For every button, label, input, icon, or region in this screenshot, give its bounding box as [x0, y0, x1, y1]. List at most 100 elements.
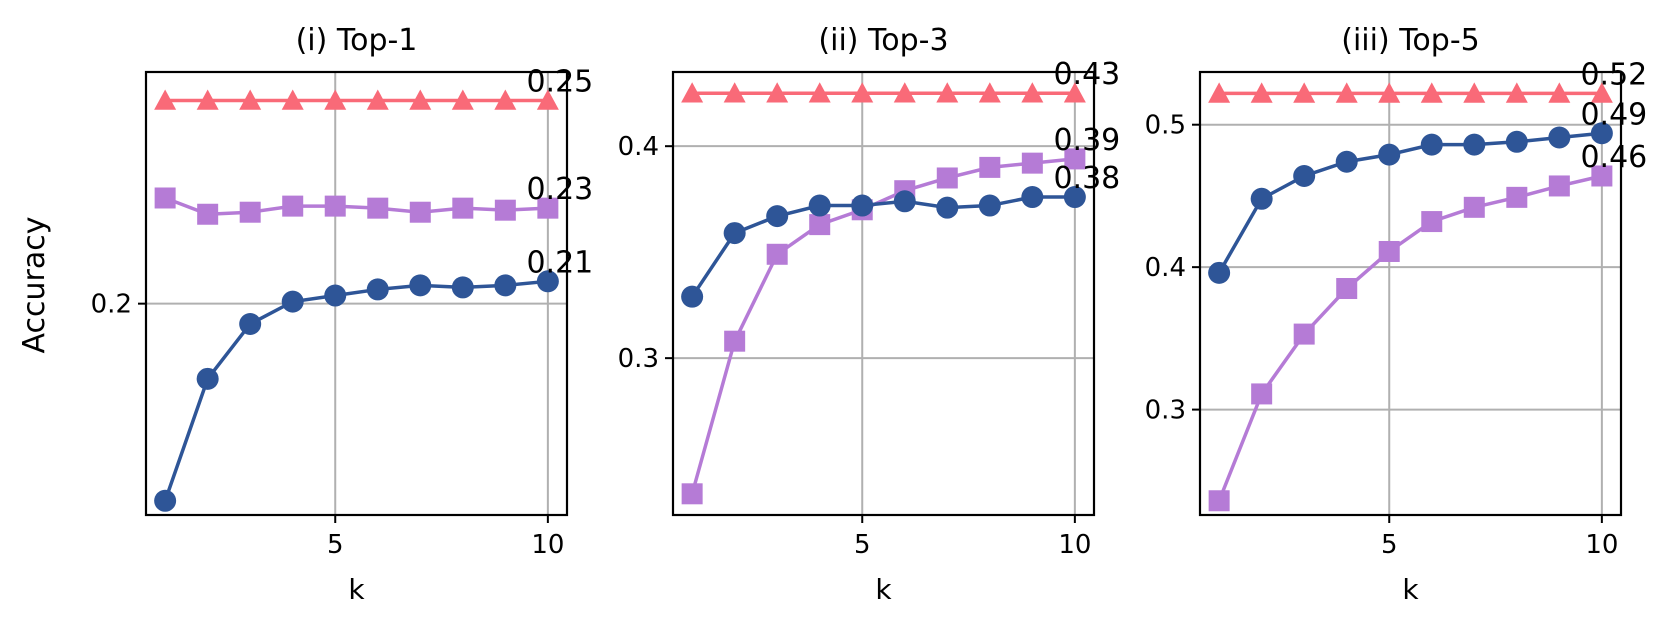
- data-point-circle: [239, 312, 262, 335]
- data-point-triangle: [1420, 82, 1443, 103]
- data-point-triangle: [409, 89, 432, 110]
- data-point-circle: [723, 222, 746, 245]
- data-point-square: [979, 156, 1001, 178]
- data-point-square: [1021, 152, 1043, 174]
- data-point-triangle: [1590, 82, 1613, 103]
- data-point-square: [1421, 211, 1443, 233]
- data-point-square: [1506, 186, 1528, 208]
- data-point-circle: [936, 196, 959, 219]
- x-axis-label: k: [1402, 573, 1419, 606]
- data-point-circle: [366, 278, 389, 301]
- data-point-triangle: [851, 82, 874, 103]
- data-point-square: [452, 197, 474, 219]
- end-value-label: 0.49: [1580, 97, 1647, 132]
- end-value-label: 0.39: [1053, 123, 1120, 158]
- chart-title: (iii) Top-5: [1341, 23, 1480, 58]
- data-point-circle: [1208, 261, 1231, 284]
- end-value-label: 0.46: [1580, 140, 1647, 175]
- data-point-circle: [154, 489, 177, 512]
- data-point-square: [936, 167, 958, 189]
- data-point-triangle: [1293, 82, 1316, 103]
- data-point-square: [1064, 148, 1086, 170]
- data-point-triangle: [681, 82, 704, 103]
- data-point-square: [1336, 278, 1358, 300]
- x-tick-label: 10: [1058, 530, 1091, 560]
- data-point-circle: [893, 190, 916, 213]
- data-point-triangle: [1021, 82, 1044, 103]
- data-point-square: [154, 187, 176, 209]
- data-point-square: [239, 201, 261, 223]
- axes-frame: [1198, 70, 1623, 517]
- data-point-circle: [1378, 143, 1401, 166]
- end-value-label: 0.21: [526, 245, 593, 280]
- data-point-square: [1251, 383, 1273, 405]
- data-point-triangle: [451, 89, 474, 110]
- data-point-circle: [196, 367, 219, 390]
- data-point-circle: [1420, 133, 1443, 156]
- data-point-circle: [681, 285, 704, 308]
- end-value-label: 0.52: [1580, 57, 1647, 92]
- data-point-square: [324, 195, 346, 217]
- end-value-label: 0.25: [526, 64, 593, 99]
- data-point-triangle: [366, 89, 389, 110]
- data-point-circle: [808, 194, 831, 217]
- data-point-square: [367, 197, 389, 219]
- data-point-circle: [494, 274, 517, 297]
- data-point-square: [1378, 240, 1400, 262]
- series-line-square: [164, 196, 548, 217]
- chart-panel-2: 0.43 0.390.38 5 10 0.3 0.4 (ii) Top-3 k: [618, 23, 1121, 606]
- x-tick-label: 5: [1381, 530, 1398, 560]
- data-point-circle: [1590, 122, 1613, 145]
- data-point-square: [1548, 175, 1570, 197]
- data-point-circle: [851, 194, 874, 217]
- x-axis-label: k: [348, 573, 365, 606]
- data-point-circle: [1293, 164, 1316, 187]
- y-tick-label: 0.4: [1145, 253, 1186, 283]
- data-point-circle: [1548, 126, 1571, 149]
- chart-panel-3: 0.52 0.49 0.46 5 10 0.3 0.4 0.5 (iii) Top-5 k: [1145, 23, 1648, 606]
- x-axis-label: k: [875, 573, 892, 606]
- data-point-square: [724, 330, 746, 352]
- data-point-triangle: [1378, 82, 1401, 103]
- y-tick-label: 0.3: [618, 344, 659, 374]
- end-value-label: 0.43: [1053, 57, 1120, 92]
- data-point-circle: [766, 205, 789, 228]
- series-line-circle: [1217, 131, 1603, 274]
- y-tick-label: 0.3: [1145, 396, 1186, 426]
- axes-frame: [144, 70, 569, 517]
- data-point-triangle: [324, 89, 347, 110]
- data-point-square: [494, 199, 516, 221]
- data-point-circle: [1250, 187, 1273, 210]
- data-point-circle: [1463, 133, 1486, 156]
- data-point-triangle: [494, 89, 517, 110]
- data-point-triangle: [1463, 82, 1486, 103]
- data-point-square: [1591, 165, 1613, 187]
- data-point-circle: [409, 274, 432, 297]
- data-point-circle: [1021, 186, 1044, 209]
- data-point-square: [409, 201, 431, 223]
- series-line-circle: [163, 279, 549, 502]
- data-point-triangle: [978, 82, 1001, 103]
- data-point-square: [1208, 490, 1230, 512]
- data-point-circle: [451, 276, 474, 299]
- data-point-square: [1293, 323, 1315, 345]
- data-point-circle: [281, 290, 304, 313]
- data-point-circle: [1335, 150, 1358, 173]
- chart-title: (ii) Top-3: [818, 23, 948, 58]
- data-point-square: [766, 243, 788, 265]
- data-point-triangle: [1548, 82, 1571, 103]
- data-point-triangle: [536, 89, 559, 110]
- series-line-square: [1217, 174, 1603, 502]
- y-tick-label: 0.4: [618, 132, 659, 162]
- x-tick-label: 10: [1585, 530, 1618, 560]
- data-point-triangle: [936, 82, 959, 103]
- data-point-circle: [978, 194, 1001, 217]
- data-point-circle: [536, 270, 559, 293]
- data-point-triangle: [723, 82, 746, 103]
- data-point-circle: [324, 284, 347, 307]
- data-point-triangle: [1250, 82, 1273, 103]
- series-line-circle: [690, 195, 1075, 298]
- data-point-triangle: [239, 89, 262, 110]
- data-point-square: [282, 195, 304, 217]
